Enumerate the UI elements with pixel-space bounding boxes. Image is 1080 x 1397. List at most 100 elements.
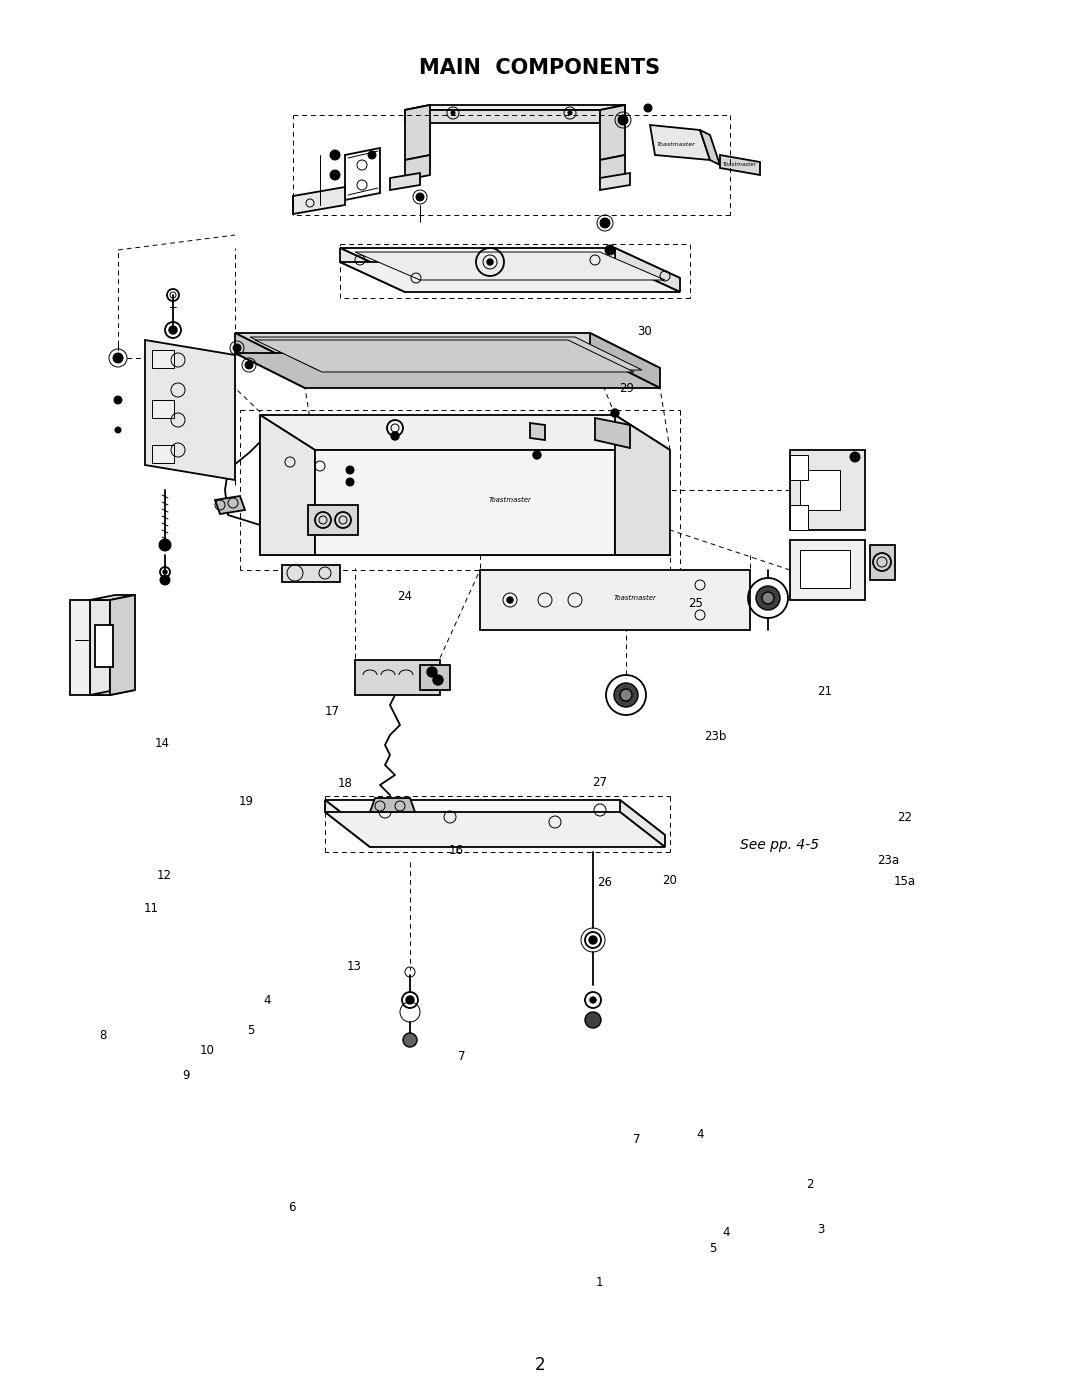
Text: 4: 4 [264,993,270,1007]
Text: 22: 22 [897,810,913,824]
Polygon shape [405,105,625,110]
Polygon shape [355,251,665,279]
Polygon shape [315,450,615,555]
Text: 9: 9 [183,1069,189,1083]
Polygon shape [615,249,680,292]
Polygon shape [90,690,135,694]
Polygon shape [530,423,545,440]
Polygon shape [110,595,135,694]
Circle shape [615,683,638,707]
Text: MAIN  COMPONENTS: MAIN COMPONENTS [419,59,661,78]
Polygon shape [235,353,660,388]
Circle shape [416,193,424,201]
Circle shape [433,675,443,685]
Text: Toastmaster: Toastmaster [724,162,757,168]
Circle shape [233,344,241,352]
Polygon shape [420,665,450,690]
Polygon shape [325,800,665,835]
Polygon shape [789,541,865,599]
Bar [152,351,174,367]
Polygon shape [282,564,340,583]
Text: Toastmaster: Toastmaster [613,595,657,601]
Text: 3: 3 [818,1222,824,1236]
Circle shape [762,592,774,604]
Circle shape [330,149,340,161]
Polygon shape [600,105,625,161]
Circle shape [756,585,780,610]
Text: 12: 12 [157,869,172,883]
Text: 7: 7 [634,1133,640,1147]
Text: 4: 4 [723,1225,729,1239]
Polygon shape [615,415,670,555]
Text: 8: 8 [99,1028,106,1042]
Text: See pp. 4-5: See pp. 4-5 [740,838,819,852]
Text: 13: 13 [347,960,362,974]
Circle shape [330,170,340,180]
Bar [152,446,174,462]
Polygon shape [260,415,315,555]
Circle shape [534,451,541,460]
Polygon shape [789,504,808,529]
Circle shape [605,244,615,256]
Circle shape [618,115,627,124]
Bar [800,550,850,588]
Bar [152,400,174,418]
Text: 28: 28 [422,339,437,353]
Text: 5: 5 [247,1024,254,1038]
Polygon shape [293,187,345,214]
Circle shape [600,218,610,228]
Circle shape [114,427,121,433]
Polygon shape [260,415,670,450]
Polygon shape [325,800,370,847]
Circle shape [168,326,177,334]
Polygon shape [870,545,895,580]
Polygon shape [235,332,305,388]
Circle shape [644,103,652,112]
Polygon shape [370,798,415,812]
Circle shape [114,395,122,404]
Text: 30: 30 [637,324,652,338]
Polygon shape [789,450,865,529]
Circle shape [346,467,354,474]
Circle shape [850,453,860,462]
Circle shape [245,360,253,369]
Text: 15b: 15b [421,680,443,694]
Circle shape [585,1011,600,1028]
Text: 16: 16 [448,844,463,858]
Polygon shape [355,659,440,694]
Polygon shape [340,263,680,292]
Polygon shape [260,455,365,492]
Text: 14: 14 [154,736,170,750]
Polygon shape [308,504,357,535]
Text: 4: 4 [697,1127,703,1141]
Circle shape [451,110,455,115]
Polygon shape [390,173,420,190]
Text: Toastmaster: Toastmaster [488,497,531,503]
Text: 24: 24 [397,590,413,604]
Circle shape [620,689,632,701]
Polygon shape [600,155,625,180]
Circle shape [403,1032,417,1046]
Circle shape [406,996,414,1004]
Polygon shape [620,800,665,847]
Text: 25: 25 [688,597,703,610]
Polygon shape [600,173,630,190]
Circle shape [159,539,171,550]
Polygon shape [480,570,750,630]
Text: 1: 1 [596,1275,603,1289]
Polygon shape [700,130,720,165]
Polygon shape [800,469,840,510]
Text: 5: 5 [710,1242,716,1256]
Circle shape [163,570,167,574]
Text: 11: 11 [144,901,159,915]
Polygon shape [340,249,405,292]
Circle shape [427,666,437,678]
Text: 26: 26 [597,876,612,890]
Polygon shape [789,455,808,481]
Circle shape [391,432,399,440]
Circle shape [160,576,170,585]
Circle shape [487,258,492,265]
Polygon shape [405,105,430,161]
Circle shape [113,353,123,363]
Polygon shape [595,418,630,448]
